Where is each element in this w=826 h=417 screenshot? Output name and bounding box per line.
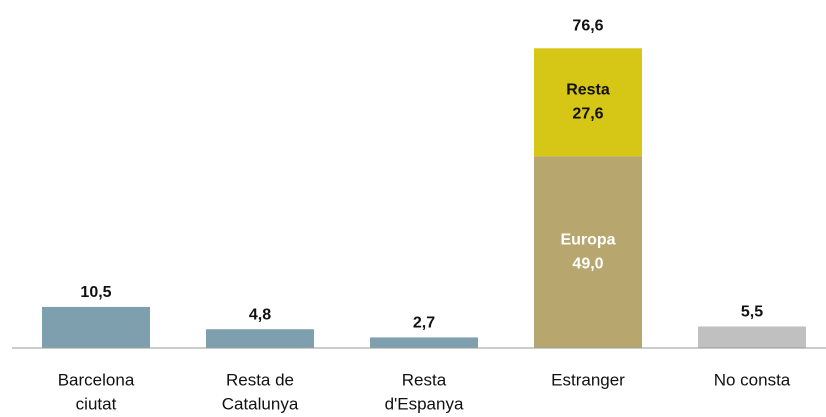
x-tick-label: d'Espanya: [385, 394, 464, 413]
segment-label: 27,6: [572, 106, 603, 123]
bar-segment: [534, 156, 642, 348]
bar: [42, 306, 150, 348]
bar: [206, 329, 314, 348]
segment-name: Europa: [560, 231, 615, 248]
x-tick-label: Estranger: [551, 370, 625, 389]
x-tick-label: No consta: [714, 370, 791, 389]
data-label: 10,5: [80, 284, 111, 301]
total-label: 76,6: [572, 18, 603, 35]
x-tick-label: ciutat: [76, 394, 117, 413]
bar: [370, 337, 478, 348]
bar: [698, 326, 806, 348]
x-tick-label: Resta de: [226, 370, 294, 389]
x-tick-label: Catalunya: [222, 394, 299, 413]
bar-segment: [534, 48, 642, 157]
data-label: 4,8: [249, 306, 271, 323]
x-tick-label: Resta: [402, 370, 447, 389]
segment-label: 49,0: [572, 255, 603, 272]
segment-name: Resta: [566, 82, 610, 99]
data-label: 2,7: [413, 315, 435, 332]
x-tick-label: Barcelona: [58, 370, 135, 389]
data-label: 5,5: [741, 304, 763, 321]
